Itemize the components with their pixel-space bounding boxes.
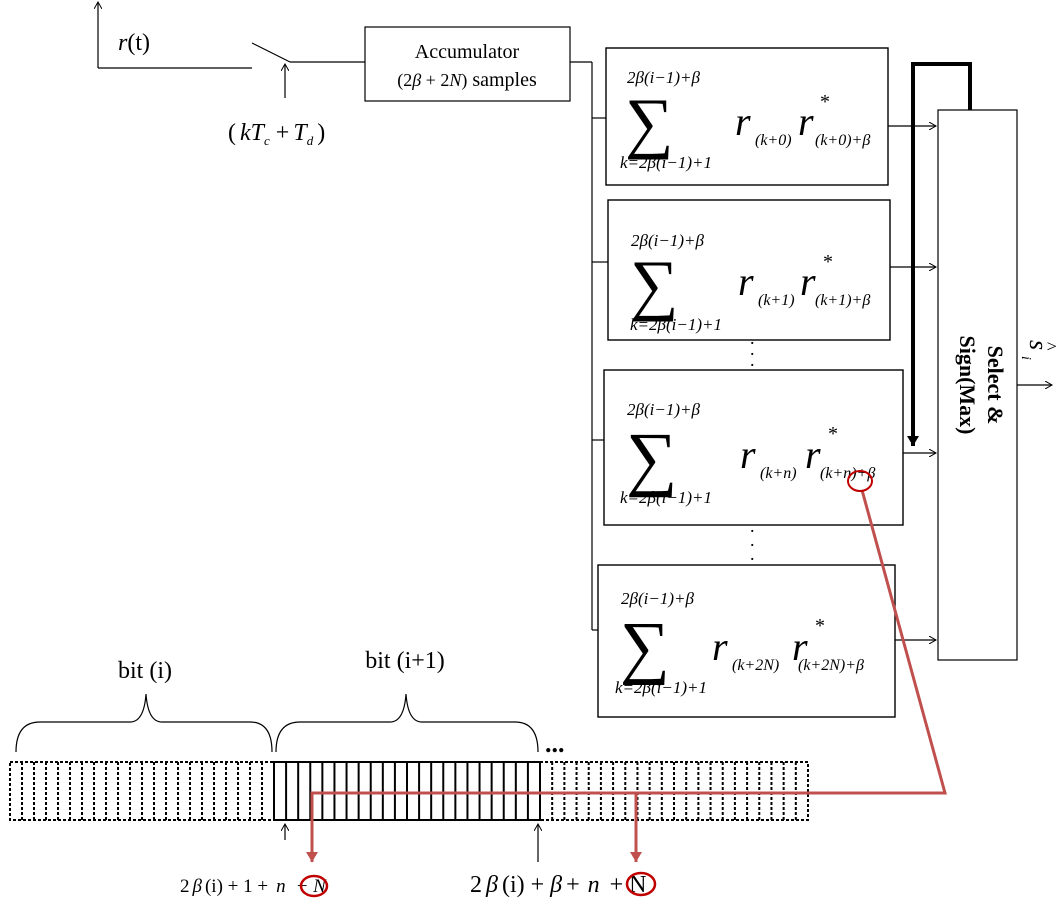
sampling-switch: (kTc + Td) (228, 42, 365, 148)
sample-cells-next (539, 761, 809, 821)
output-signal: s ^ i (1017, 340, 1056, 385)
window-boundary-arrows (285, 824, 538, 862)
window-end-label: 2 β (i) + β + n + N (470, 871, 657, 898)
svg-text:r: r (738, 259, 754, 304)
correlator-box-n: 2β(i−1)+β ∑ k=2β(i−1)+1 r (k+n) r * (k+n… (603, 369, 904, 526)
sample-cells-bit-i (9, 761, 275, 821)
svg-text:s: s (1024, 340, 1053, 350)
bit-i1-brace: bit (i+1) (275, 648, 539, 753)
svg-text:.: . (750, 516, 755, 536)
svg-text:(2β + 2N) samples: (2β + 2N) samples (397, 69, 537, 91)
svg-text:2β(i) +β+n+ N: 2 β (i) + β + n + N (470, 872, 647, 898)
svg-text:(k+1): (k+1) (758, 292, 795, 309)
svg-text:(k+2N): (k+2N) (732, 657, 779, 674)
svg-text:r: r (735, 99, 751, 144)
svg-text:.: . (750, 530, 755, 550)
correlator-box-1: 2β(i−1)+β ∑ k=2β(i−1)+1 r (k+1) r * (k+1… (607, 199, 891, 341)
svg-text:r: r (798, 99, 814, 144)
svg-text:*: * (815, 615, 825, 637)
svg-text:bit (i): bit (i) (118, 658, 172, 684)
svg-text:(k+0): (k+0) (755, 132, 792, 149)
selector-box: Select & Sign(Max) (937, 109, 1018, 661)
svg-text:k=2β(i−1)+1: k=2β(i−1)+1 (620, 153, 712, 172)
vertical-ellipsis-2: . . . (750, 516, 755, 564)
sample-cells-bit-i1 (273, 761, 541, 821)
accumulator-box: Accumulator (2β + 2N) samples (364, 26, 571, 102)
svg-text:*: * (820, 91, 830, 113)
svg-text:2β(i−1)+β: 2β(i−1)+β (621, 589, 694, 608)
svg-text:bit (i+1): bit (i+1) (365, 648, 445, 674)
svg-text:*: * (823, 251, 833, 273)
correlator-box-0: 2β(i−1)+β ∑ k=2β(i−1)+1 r (k+0) r * (k+0… (605, 47, 889, 186)
svg-text:Sign(Max): Sign(Max) (955, 336, 980, 435)
svg-text:^: ^ (1040, 342, 1056, 351)
svg-text:2β(i−1)+β: 2β(i−1)+β (627, 68, 700, 87)
n-highlight-circle (847, 470, 873, 492)
sampling-time-label: (kTc + Td) (228, 120, 325, 148)
svg-text:r: r (792, 624, 808, 669)
svg-text:(k+0)+β: (k+0)+β (815, 132, 870, 149)
svg-text:r: r (712, 624, 728, 669)
svg-text:(k+n): (k+n) (760, 465, 797, 482)
feedback-loop (907, 62, 972, 446)
svg-text:r: r (800, 259, 816, 304)
svg-text:r(t): r(t) (118, 30, 150, 56)
svg-text:Select &: Select & (983, 346, 1008, 425)
svg-text:*: * (828, 423, 838, 445)
svg-text:∑: ∑ (626, 418, 677, 498)
correlator-box-2N: 2β(i−1)+β ∑ k=2β(i−1)+1 r (k+2N) r * (k+… (597, 564, 896, 718)
bit-i-brace: bit (i) (15, 658, 273, 753)
bits-ellipsis: ... (545, 729, 565, 758)
svg-text:r: r (805, 432, 821, 477)
svg-text:r: r (740, 432, 756, 477)
svg-text:.: . (750, 339, 755, 359)
svg-text:k=2β(i−1)+1: k=2β(i−1)+1 (615, 678, 707, 697)
input-signal: r(t) (98, 2, 252, 69)
svg-text:(k+n)+β: (k+n)+β (820, 465, 875, 482)
svg-text:(k+2N)+β: (k+2N)+β (798, 657, 864, 674)
svg-text:2β(i−1)+β: 2β(i−1)+β (627, 400, 700, 419)
svg-text:k=2β(i−1)+1: k=2β(i−1)+1 (620, 488, 712, 507)
vertical-ellipsis-1: . . . (750, 328, 755, 370)
svg-text:.: . (750, 544, 755, 564)
distribution-bus (570, 61, 608, 631)
window-start-label: 2 β (i) + 1 + n − N (180, 874, 329, 898)
svg-text:∑: ∑ (630, 246, 678, 322)
svg-text:2β(i−1)+β: 2β(i−1)+β (631, 231, 704, 250)
svg-text:.: . (750, 350, 755, 370)
svg-text:.: . (750, 328, 755, 348)
svg-text:∑: ∑ (625, 84, 673, 160)
svg-text:∑: ∑ (620, 609, 670, 686)
svg-text:k=2β(i−1)+1: k=2β(i−1)+1 (630, 315, 722, 334)
svg-text:i: i (1018, 356, 1033, 360)
svg-text:(k+1)+β: (k+1)+β (815, 292, 870, 309)
red-link-path (306, 489, 947, 862)
svg-text:Accumulator: Accumulator (415, 41, 520, 63)
